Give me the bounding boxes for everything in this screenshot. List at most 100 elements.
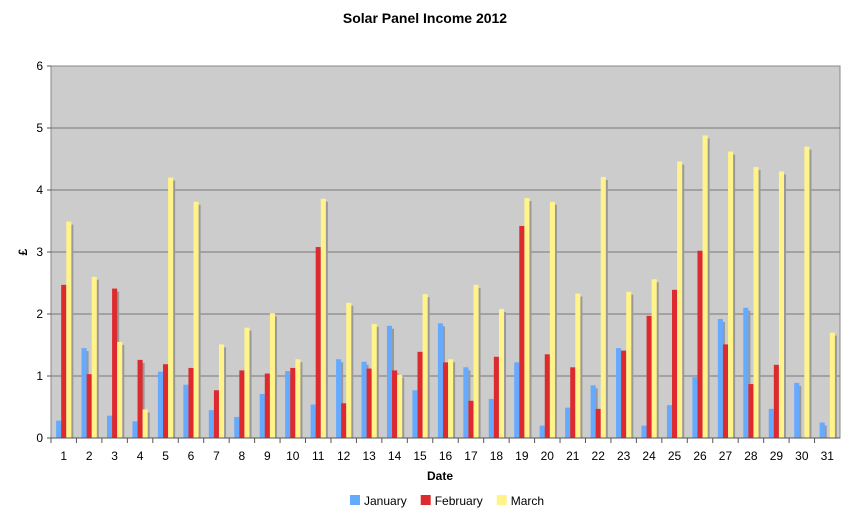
- bar-january-13: [361, 361, 367, 438]
- bar-january-17: [463, 367, 469, 438]
- bar-january-25: [666, 405, 673, 438]
- x-tick-label: 3: [111, 449, 118, 463]
- x-tick-label: 19: [515, 449, 529, 463]
- y-tick-label: 3: [36, 245, 43, 259]
- bar-january-2: [81, 348, 87, 438]
- bar-january-30: [794, 382, 800, 438]
- legend-swatch-january: [350, 495, 360, 505]
- bar-february-22: [595, 408, 601, 438]
- bar-january-11: [310, 404, 316, 438]
- bar-march-24: [651, 279, 657, 438]
- x-tick-label: 2: [86, 449, 93, 463]
- bar-january-31: [819, 422, 825, 438]
- bar-march-12: [346, 302, 352, 438]
- bar-february-14: [392, 370, 398, 438]
- bar-february-18: [493, 356, 499, 438]
- bar-february-26: [697, 250, 703, 438]
- bar-january-23: [616, 348, 622, 438]
- bar-march-20: [549, 201, 555, 438]
- bar-february-6: [188, 367, 194, 438]
- bar-march-4: [142, 409, 148, 438]
- x-tick-label: 15: [413, 449, 427, 463]
- bar-january-9: [259, 393, 265, 438]
- bar-february-13: [366, 368, 372, 438]
- bar-february-3: [112, 288, 118, 438]
- bar-january-5: [157, 371, 163, 438]
- bar-march-16: [448, 359, 454, 438]
- bar-february-15: [417, 351, 423, 438]
- bar-january-20: [539, 425, 545, 438]
- x-axis-label: Date: [427, 469, 453, 483]
- bar-january-29: [768, 408, 774, 438]
- bar-february-12: [341, 403, 347, 438]
- bar-march-14: [397, 374, 403, 438]
- bar-january-26: [692, 377, 698, 438]
- bar-january-4: [132, 421, 138, 438]
- x-tick-label: 24: [642, 449, 656, 463]
- bar-march-1: [66, 221, 72, 438]
- legend-label-january: January: [364, 494, 407, 508]
- bar-january-15: [412, 390, 418, 438]
- chart-title: Solar Panel Income 2012: [343, 10, 507, 26]
- bar-march-26: [702, 135, 708, 438]
- bar-february-28: [748, 384, 754, 438]
- x-tick-label: 22: [592, 449, 606, 463]
- bar-february-2: [86, 374, 92, 438]
- bar-january-10: [285, 371, 291, 438]
- bar-february-8: [239, 370, 245, 438]
- bar-january-16: [437, 323, 443, 438]
- bar-february-4: [137, 359, 143, 438]
- bar-march-8: [244, 327, 250, 438]
- bar-march-30: [804, 146, 810, 438]
- bar-january-3: [106, 415, 113, 438]
- bar-february-24: [646, 315, 652, 438]
- legend-label-february: February: [435, 494, 483, 508]
- y-tick-label: 4: [36, 183, 43, 197]
- x-tick-label: 6: [188, 449, 195, 463]
- x-tick-label: 16: [439, 449, 453, 463]
- bar-february-11: [315, 247, 321, 438]
- legend-swatch-february: [420, 495, 431, 505]
- bar-february-23: [621, 350, 627, 438]
- x-tick-label: 23: [617, 449, 631, 463]
- x-tick-label: 1: [60, 449, 67, 463]
- x-tick-label: 31: [821, 449, 835, 463]
- bar-february-29: [773, 364, 779, 438]
- x-tick-label: 11: [312, 449, 325, 463]
- x-tick-label: 29: [770, 449, 784, 463]
- bar-february-17: [468, 400, 474, 438]
- bar-january-12: [336, 359, 342, 438]
- bar-march-18: [498, 309, 505, 438]
- bar-march-10: [295, 359, 301, 438]
- y-tick-label: 6: [36, 59, 43, 73]
- bar-february-20: [544, 354, 550, 438]
- x-tick-label: 17: [464, 449, 478, 463]
- bar-march-27: [728, 151, 734, 438]
- bar-february-27: [722, 344, 729, 438]
- x-tick-label: 18: [490, 449, 504, 463]
- bar-january-28: [743, 307, 749, 438]
- bar-january-8: [234, 416, 240, 438]
- bar-february-19: [519, 225, 525, 438]
- x-tick-label: 28: [744, 449, 758, 463]
- bar-january-1: [56, 420, 62, 438]
- bar-january-27: [717, 318, 723, 438]
- bar-january-6: [183, 384, 189, 438]
- x-tick-label: 25: [668, 449, 682, 463]
- bar-february-25: [672, 289, 678, 438]
- x-tick-label: 10: [286, 449, 300, 463]
- x-tick-label: 7: [213, 449, 220, 463]
- bar-february-7: [213, 390, 219, 438]
- bar-march-13: [371, 323, 377, 438]
- x-tick-label: 12: [337, 449, 351, 463]
- bar-january-21: [565, 407, 571, 438]
- bar-january-18: [488, 398, 494, 438]
- bar-march-11: [320, 198, 326, 438]
- bar-march-28: [753, 167, 759, 438]
- bar-march-23: [626, 291, 632, 438]
- x-tick-label: 27: [719, 449, 733, 463]
- bar-march-5: [168, 177, 174, 438]
- bar-february-10: [290, 367, 296, 438]
- bar-january-22: [590, 385, 596, 438]
